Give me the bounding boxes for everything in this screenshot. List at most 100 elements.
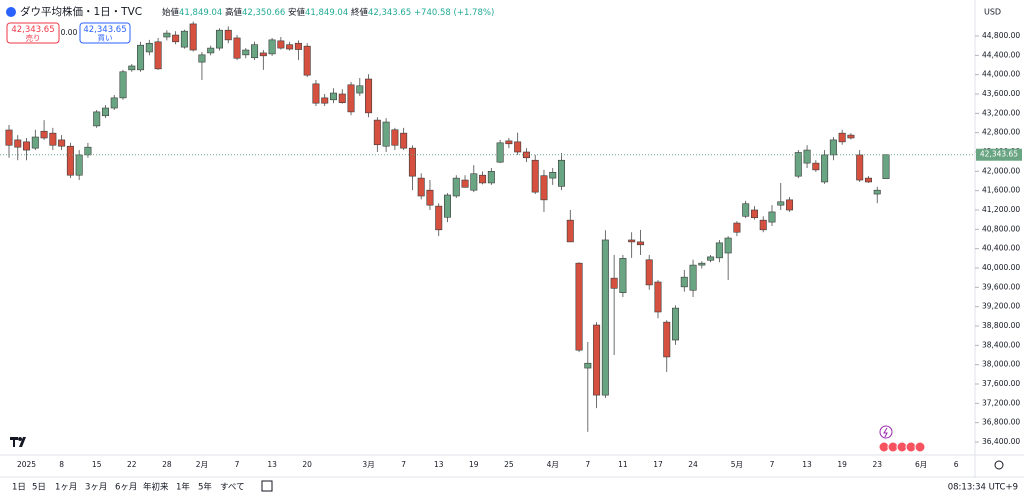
ohlc-value: 41,849.04 [305,8,348,18]
date-range-icon[interactable] [261,480,273,492]
candle-body [373,119,381,146]
range-button[interactable]: 年初来 [143,482,169,493]
candle-body [663,321,671,358]
candle-body [251,44,259,59]
y-tick-label: 41,200.00 [982,205,1020,214]
candle-body [329,92,337,101]
candle-body [680,276,688,288]
x-tick-label: 7 [235,460,240,469]
candle-body [496,142,504,163]
y-tick-label: 37,600.00 [982,379,1020,388]
candle-body [531,159,539,193]
economic-events[interactable] [878,441,926,453]
candle-body [84,146,92,156]
y-tick-label: 41,600.00 [982,186,1020,195]
flag[interactable] [914,441,926,453]
y-tick-label: 40,800.00 [982,224,1020,233]
y-tick-label: 44,400.00 [982,50,1020,59]
candle-body [23,141,31,151]
candle-body [575,262,583,351]
x-tick-label: 11 [618,460,628,469]
range-button[interactable]: 5年 [198,482,212,493]
candle-body [233,37,241,59]
candle-body [66,145,74,176]
range-button[interactable]: 5日 [32,483,46,493]
y-tick-label: 42,800.00 [982,128,1020,137]
y-tick-label: 39,200.00 [982,302,1020,311]
settings-icon[interactable] [994,460,1004,470]
candle-body [382,121,390,147]
candle-body [189,23,197,51]
event-icon-bolt [883,427,888,438]
candle-body [75,154,83,176]
y-tick-label: 40,400.00 [982,244,1020,253]
candle-body [286,44,294,50]
candle-body [294,42,302,50]
x-tick-label: 13 [802,460,812,469]
buy-button[interactable] [79,22,131,44]
candle-body [215,29,223,49]
candle-body [487,171,495,184]
candle-body [198,54,206,63]
range-button[interactable]: 1ヶ月 [55,483,77,493]
x-tick-label: 20 [302,460,312,469]
y-tick-label: 43,600.00 [982,89,1020,98]
candle-body [812,162,820,171]
candle-body [549,172,557,179]
candle-body [347,84,355,113]
candle-body [733,222,741,233]
candle-body [443,194,451,218]
x-tick-label: 6 [954,460,959,469]
candle-body [172,34,180,43]
candle-body [128,65,136,71]
event-icon[interactable] [879,425,893,439]
currency[interactable]: USD [984,8,1001,17]
x-tick-label: 25 [504,460,514,469]
candle-body [119,71,127,99]
candle-body [417,177,425,197]
ohlc-label: 高値 [225,7,243,18]
symbol-title: ダウ平均株価・1日・TVC [20,5,142,18]
candle-body [636,241,644,246]
ohlc-value: 42,343.65 [368,8,411,18]
candle-body [470,173,478,191]
y-tick-label: 42,000.00 [982,166,1020,175]
candle-body [268,39,276,55]
clock: 08:13:34 UTC+9 [948,483,1018,493]
buy-label[interactable]: 買い [98,34,113,43]
candle-body [829,139,837,156]
spread: 0.00 [61,28,78,37]
candle-body [356,85,364,94]
candle-body [882,154,890,179]
y-tick-label: 37,200.00 [982,398,1020,407]
range-button[interactable]: すべて [220,483,245,493]
candle-body [540,175,548,201]
range-button[interactable]: 3ヶ月 [85,483,107,493]
candle-body [479,174,487,184]
candle-body [619,258,627,293]
candle-body [698,262,706,266]
candle-body [408,147,416,177]
candle-body [794,152,802,177]
last-price-label: 42,343.65 [980,150,1018,159]
candle-body [777,201,785,206]
range-button[interactable]: 6ヶ月 [115,483,137,493]
x-tick-label: 3月 [362,460,374,469]
candle-body [742,203,750,217]
x-tick-label: 7 [585,460,590,469]
ohlc-label: 始値 [162,7,180,18]
sell-label[interactable]: 売り [26,33,41,43]
buy-price[interactable]: 42,343.65 [83,25,126,35]
candle-body [689,264,697,291]
sell-button[interactable] [6,22,60,44]
candle-body [654,281,662,313]
ohlc-label: 終値 [351,7,369,18]
candle-body [391,129,399,146]
candle-body [154,41,162,70]
change: +740.58 (+1.78%) [414,8,494,18]
range-button[interactable]: 1年 [176,482,190,493]
range-button[interactable]: 1日 [12,483,26,493]
candle-body [338,93,346,104]
sell-price[interactable]: 42,343.65 [11,25,54,35]
